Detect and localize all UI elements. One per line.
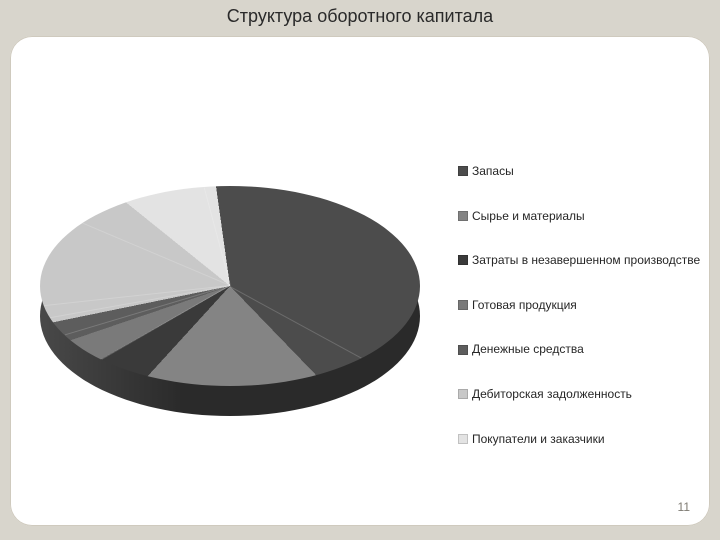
legend-item: Сырье и материалы [458,209,720,224]
pie-seam [230,286,362,359]
legend-label: Затраты в незавершенном производстве [472,254,700,267]
legend-swatch [458,345,468,355]
legend-label: Денежные средства [472,343,584,356]
legend-swatch [458,389,468,399]
pie-chart [40,186,420,446]
legend-item: Дебиторская задолженность [458,387,720,402]
legend-item: Запасы [458,164,720,179]
legend-label: Покупатели и заказчики [472,433,605,446]
pie-seam [44,285,230,306]
pie-seam [82,222,230,286]
page-number: 11 [678,500,690,514]
pie-top [40,186,420,386]
legend-label: Готовая продукция [472,299,577,312]
pie-seam [204,187,231,286]
legend-item: Затраты в незавершенном производстве [458,253,720,268]
legend-label: Дебиторская задолженность [472,388,632,401]
legend-label: Запасы [472,165,514,178]
chart-title: Структура оборотного капитала [0,6,720,27]
legend-swatch [458,300,468,310]
legend-swatch [458,255,468,265]
legend-swatch [458,434,468,444]
legend-item: Покупатели и заказчики [458,432,720,447]
legend-swatch [458,166,468,176]
legend-label: Сырье и материалы [472,210,585,223]
legend-swatch [458,211,468,221]
chart-panel: Запасы Сырье и материалы Затраты в незавер… [10,36,710,526]
legend: Запасы Сырье и материалы Затраты в незавер… [458,164,720,446]
legend-item: Готовая продукция [458,298,720,313]
legend-item: Денежные средства [458,342,720,357]
